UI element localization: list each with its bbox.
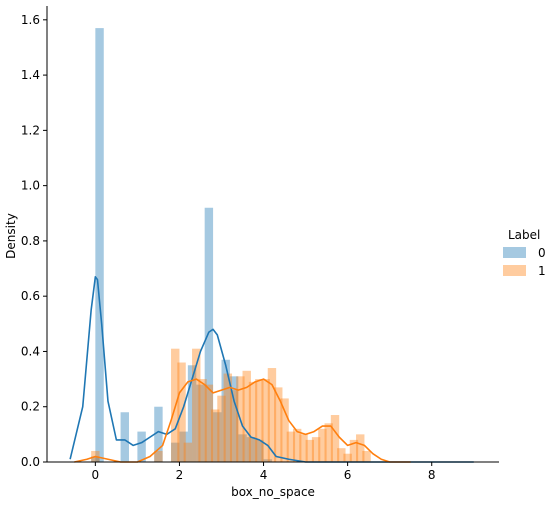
histogram-bar-1-31 (356, 434, 365, 462)
kde-curves (69, 276, 474, 463)
histogram-bar-1-29 (343, 453, 352, 462)
axes (46, 6, 499, 463)
histogram-bar-0-1 (95, 28, 104, 463)
histogram-bar-0-5 (171, 442, 180, 462)
legend-swatch-0 (503, 247, 526, 258)
histogram-bar-0-8 (196, 384, 205, 462)
histogram-bar-1-28 (337, 448, 346, 462)
x-ticks: 0 2 4 6 8 (92, 462, 436, 482)
histogram-bar-1-13 (242, 370, 251, 462)
x-axis-label: box_no_space (231, 485, 315, 499)
histogram-bar-0-6 (179, 431, 188, 462)
histogram-bar-1-30 (349, 439, 359, 462)
y-tick-label: 0.8 (21, 234, 40, 248)
histogram-bar-0-10 (213, 412, 222, 462)
histogram-bar-0-4 (154, 406, 163, 462)
y-ticks: 0.0 0.2 0.4 0.6 0.8 1.0 1.2 1.4 1.6 (21, 13, 47, 469)
histogram-bar-1-22 (299, 434, 308, 462)
histogram-bar-1-10 (223, 373, 233, 462)
histogram-bar-1-17 (267, 368, 277, 462)
histogram-bar-1-1 (154, 450, 163, 462)
histogram-bar-1-16 (261, 379, 270, 462)
y-tick-label: 0.2 (21, 400, 40, 414)
histogram-bar-1-9 (217, 395, 226, 462)
histogram-bar-1-19 (280, 398, 289, 462)
histogram-bar-1-27 (330, 415, 340, 462)
histogram-bar-1-25 (318, 428, 327, 462)
histogram-bar-1-5 (192, 348, 201, 462)
histogram-bar-0-2 (120, 412, 129, 462)
histogram-bar-1-8 (210, 409, 220, 462)
x-tick-label: 0 (92, 468, 100, 482)
y-tick-label: 1.2 (21, 123, 40, 137)
histogram-bar-0-3 (137, 431, 146, 462)
y-tick-label: 1.4 (21, 68, 40, 82)
histogram-bar-0-11 (221, 359, 230, 462)
kde-line-0 (69, 276, 474, 463)
histogram-bar-0-15 (255, 439, 264, 462)
histogram-bar-0-16 (263, 459, 272, 462)
histogram-bar-0-9 (204, 207, 214, 462)
histogram-bar-0-0 (91, 456, 100, 462)
legend: Label 0 1 (503, 228, 546, 278)
histogram-bar-1-4 (183, 442, 193, 462)
y-tick-label: 0.6 (21, 289, 40, 303)
x-tick-label: 2 (176, 468, 184, 482)
legend-label-1: 1 (538, 264, 546, 278)
y-tick-label: 1.6 (21, 13, 40, 27)
histogram-bar-1-20 (286, 431, 296, 462)
histogram-bar-1-26 (324, 423, 333, 462)
histogram-bar-1-15 (255, 379, 264, 462)
kde-line-1 (74, 378, 411, 463)
histogram-bar-1-7 (204, 384, 214, 462)
histogram-bar-1-24 (311, 437, 321, 462)
legend-title: Label (508, 228, 540, 242)
y-tick-label: 1.0 (21, 179, 40, 193)
x-tick-label: 8 (428, 468, 436, 482)
histogram-bar-0-13 (238, 434, 247, 462)
x-tick-label: 6 (344, 468, 352, 482)
y-axis-label: Density (4, 213, 18, 259)
histogram-bar-1-18 (274, 387, 283, 462)
histogram-bar-1-14 (248, 381, 258, 462)
histogram-bar-1-32 (362, 450, 371, 462)
histogram-bar-0-12 (229, 376, 239, 462)
histogram-bar-1-21 (292, 428, 302, 462)
y-tick-label: 0.0 (21, 455, 40, 469)
y-tick-label: 0.4 (21, 344, 40, 358)
histogram-bar-0-14 (246, 437, 256, 462)
x-tick-label: 4 (260, 468, 268, 482)
histogram-bar-1-11 (229, 390, 239, 462)
histogram-bar-1-23 (305, 439, 314, 462)
histogram-bar-1-6 (198, 379, 207, 462)
legend-label-0: 0 (538, 246, 546, 260)
legend-swatch-1 (503, 265, 526, 276)
histogram-bar-0-7 (187, 365, 197, 462)
histogram-bars (91, 28, 371, 463)
